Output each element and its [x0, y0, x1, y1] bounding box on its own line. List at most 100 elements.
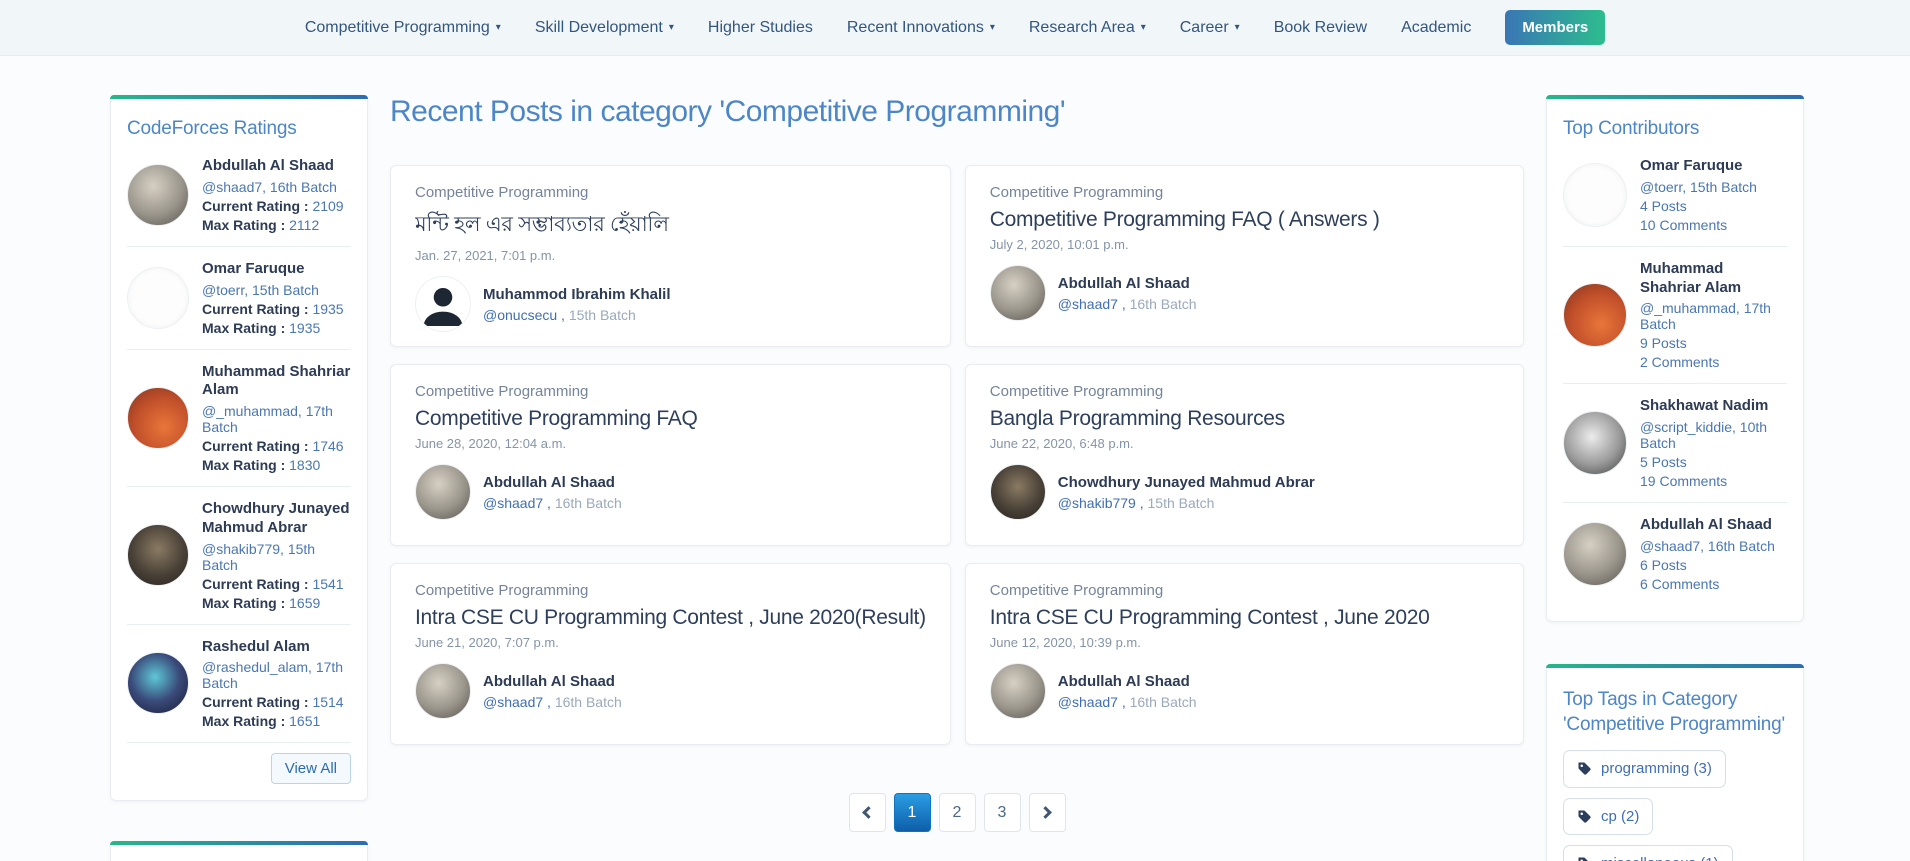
- post-category: Competitive Programming: [989, 184, 1164, 201]
- pagination-page-1[interactable]: 1: [893, 793, 931, 832]
- tag-chip[interactable]: programming (3): [1563, 750, 1726, 788]
- member-name[interactable]: Rashedul Alam: [202, 637, 310, 655]
- codeforces-entry: Abdullah Al Shaad @shaad7, 16th Batch Cu…: [127, 144, 351, 247]
- avatar: [127, 652, 189, 715]
- avatar: [127, 266, 189, 329]
- contributor-handle[interactable]: @script_kiddie, 10th Batch: [1640, 419, 1768, 451]
- tag-chip[interactable]: cp (2): [1563, 797, 1654, 836]
- post-author-handle[interactable]: @onucsecu ,: [483, 306, 565, 323]
- page-title: Recent Posts in category 'Competitive Pr…: [390, 95, 1066, 128]
- post-category: Competitive Programming: [415, 383, 589, 400]
- post-author-batch: 16th Batch: [554, 494, 622, 511]
- post-author-handle[interactable]: @shakib779 ,: [1057, 494, 1144, 511]
- post-card[interactable]: Competitive Programming Bangla Programmi…: [964, 364, 1524, 546]
- post-title[interactable]: Competitive Programming FAQ: [415, 407, 698, 430]
- post-card[interactable]: Competitive Programming Intra CSE CU Pro…: [390, 563, 951, 745]
- post-author-name[interactable]: Muhammod Ibrahim Khalil: [483, 285, 671, 303]
- pagination-next-button[interactable]: [1028, 793, 1066, 832]
- post-card[interactable]: Competitive Programming মন্টি হল এর সম্ভ…: [390, 165, 951, 347]
- post-category: Competitive Programming: [415, 184, 589, 201]
- codeforces-ratings-card: CodeForces Ratings Abdullah Al Shaad @sh…: [110, 95, 368, 802]
- contributor-posts: 5 Posts: [1640, 454, 1687, 470]
- post-date: July 2, 2020, 10:01 p.m.: [989, 237, 1129, 252]
- top-tags-title: Top Tags in Category 'Competitive Progra…: [1563, 688, 1785, 736]
- contributor-name[interactable]: Omar Faruque: [1640, 157, 1743, 174]
- contributor-comments: 10 Comments: [1640, 216, 1728, 233]
- contributor-handle[interactable]: @toerr, 15th Batch: [1640, 178, 1757, 195]
- current-rating-label: Current Rating :: [202, 438, 309, 454]
- max-rating-label: Max Rating :: [202, 457, 286, 473]
- nav-item-recent-innovations[interactable]: Recent Innovations ▾: [847, 19, 995, 37]
- nav-item-competitive-programming[interactable]: Competitive Programming ▾: [305, 19, 501, 37]
- member-handle[interactable]: @rashedul_alam, 17th Batch: [202, 659, 344, 692]
- pagination-page-2[interactable]: 2: [938, 793, 976, 832]
- tag-icon: [1578, 762, 1591, 775]
- avatar: [989, 265, 1046, 321]
- post-title[interactable]: Bangla Programming Resources: [989, 407, 1285, 430]
- post-title[interactable]: মন্টি হল এর সম্ভাব্যতার হেঁয়ালি: [415, 213, 669, 236]
- avatar: [127, 524, 189, 587]
- current-rating-value: 1514: [312, 694, 344, 711]
- chevron-left-icon: [862, 806, 875, 819]
- member-handle[interactable]: @_muhammad, 17th Batch: [202, 403, 333, 435]
- post-card[interactable]: Competitive Programming Competitive Prog…: [390, 364, 951, 546]
- contributor-posts: 4 Posts: [1640, 197, 1687, 214]
- member-handle[interactable]: @shakib779, 15th Batch: [202, 540, 316, 573]
- post-author-name[interactable]: Abdullah Al Shaad: [483, 473, 615, 491]
- max-rating-value: 1935: [289, 319, 321, 336]
- post-author-name[interactable]: Abdullah Al Shaad: [1057, 274, 1190, 292]
- nav-item-skill-development[interactable]: Skill Development ▾: [535, 19, 674, 37]
- contributor-handle[interactable]: @shaad7, 16th Batch: [1640, 537, 1775, 554]
- nav-item-label: Career: [1179, 18, 1229, 36]
- post-author-handle[interactable]: @shaad7 ,: [483, 693, 551, 710]
- current-rating-label: Current Rating :: [202, 300, 309, 317]
- pagination-prev-button[interactable]: [848, 793, 886, 832]
- member-name[interactable]: Muhammad Shahriar Alam: [202, 362, 351, 399]
- post-date: June 21, 2020, 7:07 p.m.: [415, 635, 559, 650]
- avatar: [415, 663, 471, 719]
- post-author-name[interactable]: Chowdhury Junayed Mahmud Abrar: [1057, 473, 1315, 491]
- post-author-name[interactable]: Abdullah Al Shaad: [1057, 672, 1190, 690]
- post-card[interactable]: Competitive Programming Competitive Prog…: [964, 165, 1524, 347]
- codeforces-entry: Muhammad Shahriar Alam @_muhammad, 17th …: [127, 350, 351, 487]
- member-name[interactable]: Abdullah Al Shaad: [202, 157, 334, 174]
- post-author-handle[interactable]: @shaad7 ,: [483, 494, 551, 511]
- codeforces-ratings-title: CodeForces Ratings: [127, 118, 297, 139]
- tag-icon: [1578, 857, 1588, 861]
- current-rating-label: Current Rating :: [202, 197, 309, 214]
- nav-item-academic[interactable]: Academic: [1401, 19, 1471, 37]
- contributor-name[interactable]: Shakhawat Nadim: [1640, 397, 1769, 415]
- members-button[interactable]: Members: [1505, 10, 1606, 45]
- contributor-comments: 2 Comments: [1640, 354, 1720, 371]
- view-all-button[interactable]: View All: [270, 753, 351, 785]
- member-handle[interactable]: @shaad7, 16th Batch: [202, 178, 337, 195]
- post-category: Competitive Programming: [415, 582, 589, 599]
- member-name[interactable]: Chowdhury Junayed Mahmud Abrar: [202, 500, 350, 536]
- contributor-handle[interactable]: @_muhammad, 17th Batch: [1640, 300, 1771, 333]
- post-title[interactable]: Competitive Programming FAQ ( Answers ): [989, 208, 1380, 231]
- current-rating-label: Current Rating :: [202, 694, 309, 711]
- post-title[interactable]: Intra CSE CU Programming Contest , June …: [989, 606, 1430, 629]
- nav-item-higher-studies[interactable]: Higher Studies: [708, 19, 813, 37]
- nav-item-research-area[interactable]: Research Area ▾: [1029, 19, 1146, 37]
- post-title[interactable]: Intra CSE CU Programming Contest , June …: [415, 606, 926, 629]
- member-name[interactable]: Omar Faruque: [202, 259, 305, 277]
- post-author-name[interactable]: Abdullah Al Shaad: [483, 672, 615, 690]
- post-author-handle[interactable]: @shaad7 ,: [1057, 693, 1126, 710]
- max-rating-value: 1659: [289, 594, 321, 611]
- tag-label: programming (3): [1601, 760, 1712, 778]
- contributor-posts: 9 Posts: [1640, 335, 1687, 352]
- tag-chip[interactable]: miscellaneous (1): [1563, 845, 1733, 861]
- chevron-down-icon: ▾: [668, 21, 674, 33]
- post-category: Competitive Programming: [989, 582, 1164, 599]
- post-author-batch: 15th Batch: [1147, 494, 1215, 511]
- nav-item-career[interactable]: Career ▾: [1180, 19, 1240, 37]
- nav-item-book-review[interactable]: Book Review: [1274, 19, 1367, 37]
- pagination-page-3[interactable]: 3: [983, 793, 1021, 832]
- post-card[interactable]: Competitive Programming Intra CSE CU Pro…: [964, 563, 1524, 745]
- post-date: June 28, 2020, 12:04 a.m.: [415, 436, 567, 451]
- contributor-name[interactable]: Abdullah Al Shaad: [1640, 516, 1772, 533]
- post-author-handle[interactable]: @shaad7 ,: [1057, 295, 1126, 312]
- member-handle[interactable]: @toerr, 15th Batch: [202, 281, 319, 298]
- contributor-name[interactable]: Muhammad Shahriar Alam: [1640, 259, 1742, 296]
